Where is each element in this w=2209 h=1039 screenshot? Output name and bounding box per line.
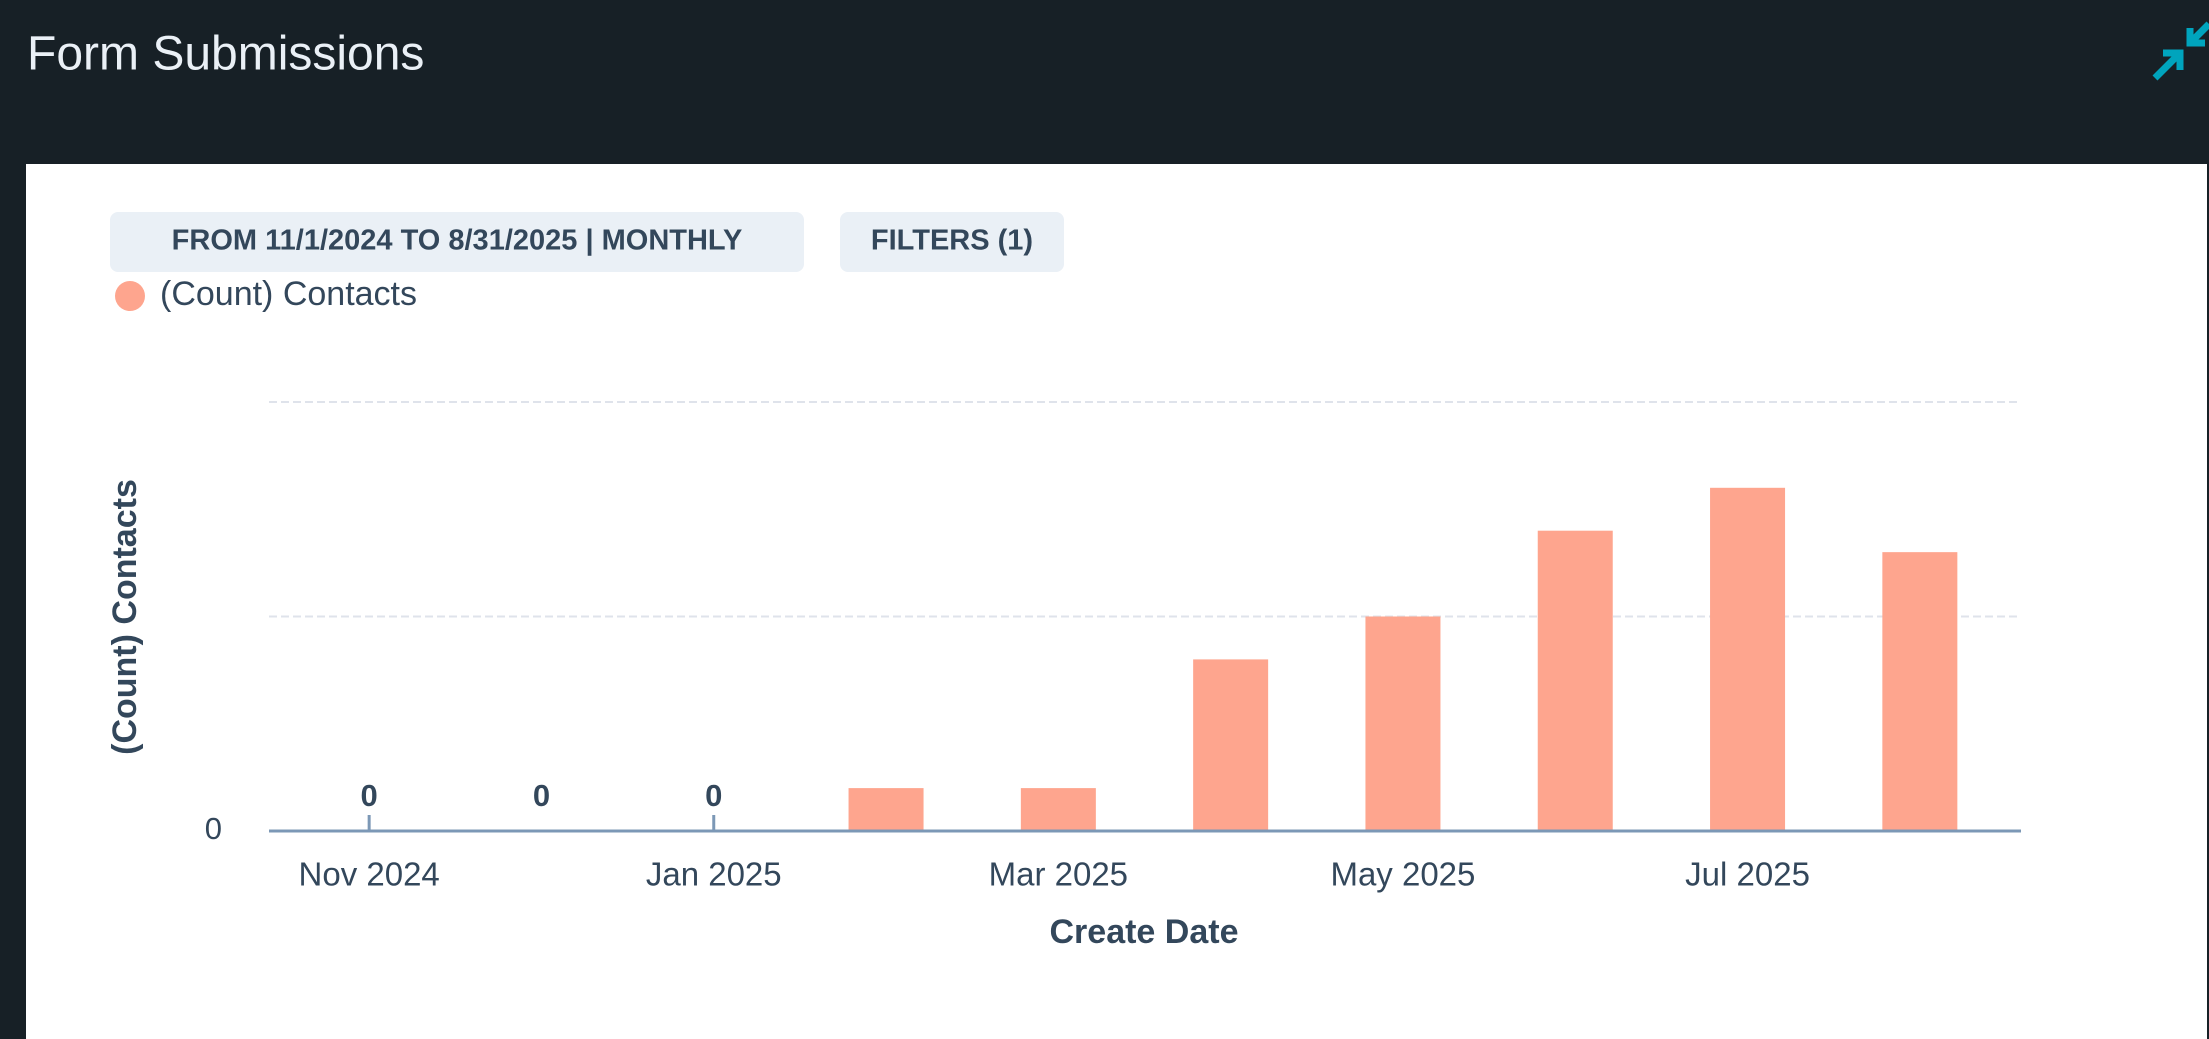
data-label: 0 [361,778,378,813]
page-title: Form Submissions [27,28,424,81]
date-range-button[interactable] [110,212,804,272]
bar [1365,616,1441,831]
bar [1020,788,1096,831]
bar [848,788,924,831]
bar [1537,530,1613,831]
legend-label: (Count) Contacts [160,275,417,313]
collapse-icon[interactable] [2152,21,2209,81]
y-axis-title: (Count) Contacts [106,479,144,755]
x-axis-title: Create Date [1050,913,1239,951]
x-tick-label: Jan 2025 [646,856,782,893]
x-tick-label: Nov 2024 [299,856,440,893]
data-label: 0 [705,778,722,813]
data-label: 0 [533,778,550,813]
date-range-label[interactable]: FROM 11/1/2024 TO 8/31/2025 | MONTHLY [172,225,743,257]
filters-button[interactable] [840,212,1064,272]
legend-swatch [115,281,145,311]
x-tick-label: May 2025 [1330,856,1475,893]
x-tick-label: Mar 2025 [989,856,1128,893]
y-tick-label: 0 [205,811,222,846]
x-tick-label: Jul 2025 [1685,856,1810,893]
filters-label[interactable]: FILTERS (1) [871,225,1033,257]
header-bar [0,0,2209,164]
bar [1882,552,1958,831]
chart-card [26,164,2207,1039]
bar [1193,659,1269,831]
bar [1710,487,1786,831]
